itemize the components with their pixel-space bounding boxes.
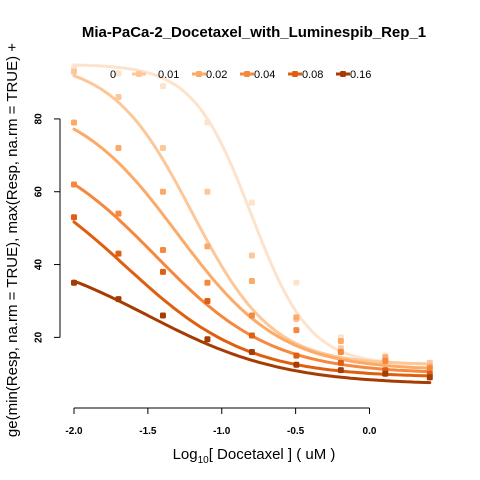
x-axis-label-suffix: [ Docetaxel ] ( uM ) (209, 446, 336, 463)
point-3-4 (248, 312, 255, 319)
point-5-8 (426, 374, 433, 381)
point-3-3 (204, 279, 211, 286)
point-4-2 (159, 268, 166, 275)
y-tick-label: 80 (34, 113, 45, 125)
legend-label: 0.08 (302, 69, 323, 81)
legend-label: 0 (110, 69, 116, 81)
point-2-4 (248, 277, 255, 284)
legend: 0 0.01 0.02 0.04 0.08 0.16 (110, 69, 371, 81)
point-1-3 (204, 188, 211, 195)
points (71, 64, 433, 381)
point-2-6 (337, 338, 344, 345)
point-0-4 (248, 199, 255, 206)
legend-label: 0.04 (254, 69, 275, 81)
curve-5 (72, 279, 432, 385)
legend-label: 0.01 (158, 69, 179, 81)
x-axis: -2.0 -1.5 -1.0 -0.5 0.0 (65, 407, 377, 437)
y-axis: 20 40 60 80 (34, 113, 61, 343)
point-2-1 (115, 145, 122, 152)
point-1-0 (71, 68, 77, 75)
point-0-5 (293, 279, 300, 286)
y-tick-label: 60 (34, 186, 45, 198)
point-0-1 (115, 70, 122, 77)
y-tick-label: 20 (34, 331, 45, 343)
legend-swatch-marker (292, 71, 298, 77)
point-5-4 (248, 348, 255, 355)
point-0-2 (159, 83, 166, 90)
x-tick-label: -2.0 (65, 426, 83, 437)
x-tick-label: -1.0 (213, 426, 231, 437)
point-4-3 (204, 297, 211, 304)
x-axis-label-prefix: Log (173, 446, 198, 463)
point-5-2 (159, 312, 166, 319)
point-5-5 (293, 361, 300, 368)
legend-swatch-marker (340, 71, 346, 77)
point-4-5 (293, 352, 300, 359)
point-4-0 (71, 214, 77, 221)
point-3-6 (337, 348, 344, 355)
point-2-2 (159, 188, 166, 195)
point-1-4 (248, 252, 255, 259)
point-2-3 (204, 243, 211, 250)
x-axis-label-subscript: 10 (198, 455, 210, 466)
point-2-5 (293, 314, 300, 321)
chart-title: Mia-PaCa-2_Docetaxel_with_Luminespib_Rep… (82, 24, 426, 41)
point-5-7 (382, 370, 389, 377)
legend-swatch-marker (244, 71, 250, 77)
x-axis-label: Log10[ Docetaxel ] ( uM ) (173, 446, 336, 466)
legend-label: 0.02 (206, 69, 227, 81)
point-3-5 (293, 327, 300, 334)
legend-label: 0.16 (350, 69, 371, 81)
point-3-0 (71, 181, 77, 188)
point-1-1 (115, 94, 122, 101)
x-tick-label: -0.5 (287, 426, 305, 437)
point-3-8 (426, 365, 433, 372)
y-axis-label: ge(min(Resp, na.rm = TRUE), max(Resp, na… (4, 43, 21, 437)
point-5-6 (337, 367, 344, 374)
curve-2 (72, 127, 432, 370)
point-5-0 (71, 279, 77, 286)
point-5-3 (204, 336, 211, 343)
point-4-6 (337, 359, 344, 366)
legend-swatch-marker (196, 71, 202, 77)
x-tick-label: -1.5 (139, 426, 157, 437)
point-3-7 (382, 358, 389, 365)
point-0-3 (204, 119, 211, 126)
y-tick-label: 40 (34, 259, 45, 271)
point-1-2 (159, 145, 166, 152)
point-3-1 (115, 210, 122, 217)
x-tick-label: 0.0 (363, 426, 377, 437)
point-3-2 (159, 246, 166, 253)
legend-swatch-marker (136, 71, 142, 77)
point-2-0 (71, 119, 77, 126)
point-4-1 (115, 250, 122, 257)
curve-1 (72, 74, 432, 366)
point-4-4 (248, 332, 255, 339)
point-5-1 (115, 296, 122, 303)
